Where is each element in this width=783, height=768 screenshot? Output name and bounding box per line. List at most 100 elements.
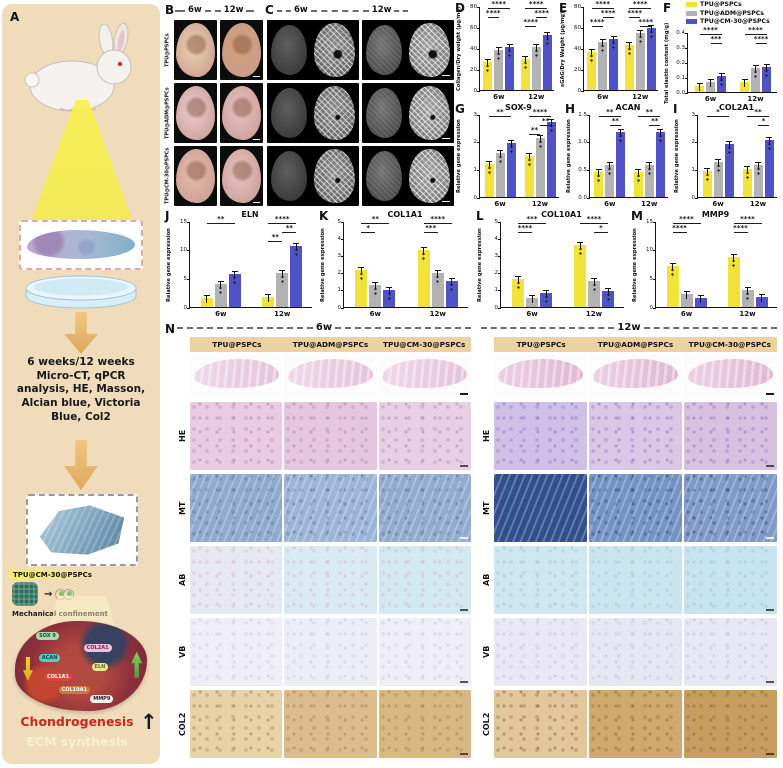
plot-area: 0 1 2 3 4 5 ** * 6w **** *** 12w: [338, 215, 468, 318]
dashed-line: [643, 327, 777, 329]
y-tick-mark: [477, 169, 480, 171]
error-bar: [267, 293, 269, 302]
data-points: [487, 165, 491, 176]
stain-row-label: MT: [482, 501, 491, 515]
panel-b: B 6w 12w TPU@PSPCs TPU@ADM@PSPCs TPU@CM-30@PS…: [163, 0, 264, 208]
data-points: [601, 43, 605, 54]
panel-l-label: L: [476, 209, 484, 223]
data-points: [756, 167, 760, 178]
y-tick-label: 2: [691, 139, 696, 146]
x-category-label: 6w: [215, 310, 227, 318]
y-tick-label: 3: [494, 252, 499, 259]
gene-pill-acan: ACAN: [38, 654, 61, 663]
y-tick-mark: [587, 169, 590, 171]
x-category-label: 6w: [604, 200, 616, 208]
chart-F: F Total elastin content (mg/g) 0.0 0.1 0.2 0.…: [663, 1, 781, 105]
panel-m-label: M: [631, 209, 643, 223]
data-points: [422, 252, 426, 263]
chart-I: I COL2A1 Relative gene expression 0 1 2 3 * 6w **…: [673, 102, 781, 210]
bar-TPU@ADM@PSPCs-6w: [598, 41, 608, 90]
panel-n: N 6w TPU@PSPCs TPU@ADM@PSPCs TPU@CM-30@PSPCs…: [163, 322, 783, 768]
plot-area: 0 20 40 60 80 **** **** 6w **** **** **** 12w: [470, 0, 554, 101]
microct-image-row2-6w: [267, 83, 359, 143]
x-category-label: 6w: [704, 95, 717, 103]
error-bar: [550, 119, 552, 128]
section-blob: [288, 359, 373, 389]
stain-image-COL2-6w-3: [378, 690, 471, 758]
stain-image-COL2-12w-1: [494, 690, 587, 758]
y-tick-label: 0: [473, 87, 478, 94]
error-bar-cap: [231, 270, 238, 272]
sig-line: [640, 26, 652, 27]
bar-TPU@PSPCs-12w: [740, 81, 749, 92]
error-bar-cap: [386, 286, 393, 288]
dashed-line: [177, 327, 313, 329]
ear-construct: [176, 86, 215, 140]
section-blob: [497, 359, 584, 389]
stain-row-label: AB: [178, 573, 187, 587]
dashed-line: [175, 10, 185, 12]
panel-n-label: N: [165, 322, 176, 336]
chart-G: G SOX-9 Relative gene expression 0 1 2 3 ** 6w **…: [455, 102, 563, 210]
error-bar-cap: [537, 134, 543, 136]
bar-TPU@PSPCs-12w: [524, 155, 534, 197]
bar-TPU@PSPCs-6w: [355, 270, 368, 307]
sig-stars: ****: [679, 215, 694, 223]
error-bar: [710, 78, 711, 87]
legend-item: TPU@CM-30@PSPCs: [686, 18, 783, 25]
error-bar-cap: [533, 43, 540, 45]
error-bar: [591, 49, 593, 58]
error-bar-cap: [599, 38, 606, 40]
y-tick-label: 0: [494, 304, 499, 311]
panel-h-label: H: [565, 102, 576, 116]
data-points: [549, 124, 553, 135]
scale-bar: [459, 753, 468, 755]
y-tick-label: 1: [691, 166, 696, 173]
dashed-line: [310, 10, 369, 12]
overview-section-6w-2: [284, 354, 377, 398]
plot-area: 0 1 2 3 * 6w ** * 12w: [692, 108, 777, 208]
data-points: [754, 70, 757, 80]
sig-stars: ****: [534, 9, 550, 17]
y-tick-label: 0.0: [578, 194, 587, 201]
timepoint-label: 12w: [371, 5, 392, 15]
error-bar: [672, 262, 673, 271]
y-tick-label: 20: [470, 66, 477, 73]
gene-pill-sox9: SOX 9: [36, 631, 59, 640]
data-points: [746, 292, 749, 303]
error-bar: [686, 291, 687, 300]
y-tick-label: 15: [180, 218, 187, 225]
error-bar: [593, 278, 595, 287]
y-tick-label: 80: [470, 3, 477, 10]
bar-TPU@ADM@PSPCs-6w: [494, 50, 504, 90]
error-bar: [717, 159, 719, 168]
y-tick-mark: [187, 307, 190, 309]
error-bar-cap: [484, 58, 491, 60]
sig-line: [710, 43, 722, 44]
error-bar: [721, 73, 722, 82]
error-bar-cap: [610, 35, 617, 37]
chart-title: ACAN: [615, 103, 641, 112]
error-bar: [761, 293, 762, 302]
y-tick-mark: [187, 278, 190, 280]
data-points: [732, 259, 735, 270]
bar-TPU@CM-30@PSPCs-12w: [445, 281, 458, 307]
stain-row-label: HE: [178, 429, 187, 443]
error-bar: [206, 295, 208, 304]
microct-image-row3-12w: [362, 146, 454, 206]
y-tick-label: 0: [473, 194, 478, 201]
sig-line: [649, 125, 661, 126]
ear-photo-TPU@ADM@PSPCs-12w: [220, 83, 263, 143]
error-bar-cap: [265, 293, 272, 295]
chart-J: J ELN Relative gene expression 0 5 10 15 ** 6w **…: [165, 209, 316, 320]
x-category-label: 6w: [493, 93, 505, 101]
dashed-line: [481, 327, 615, 329]
confinement-diagram: →: [12, 582, 75, 606]
microct-image-row2-12w: [362, 83, 454, 143]
stain-image-MT-6w-3: [378, 474, 471, 542]
error-bar: [220, 281, 222, 290]
sig-stars: *: [366, 224, 371, 232]
sig-stars: ****: [491, 0, 507, 8]
y-tick-label: 60: [470, 24, 477, 31]
